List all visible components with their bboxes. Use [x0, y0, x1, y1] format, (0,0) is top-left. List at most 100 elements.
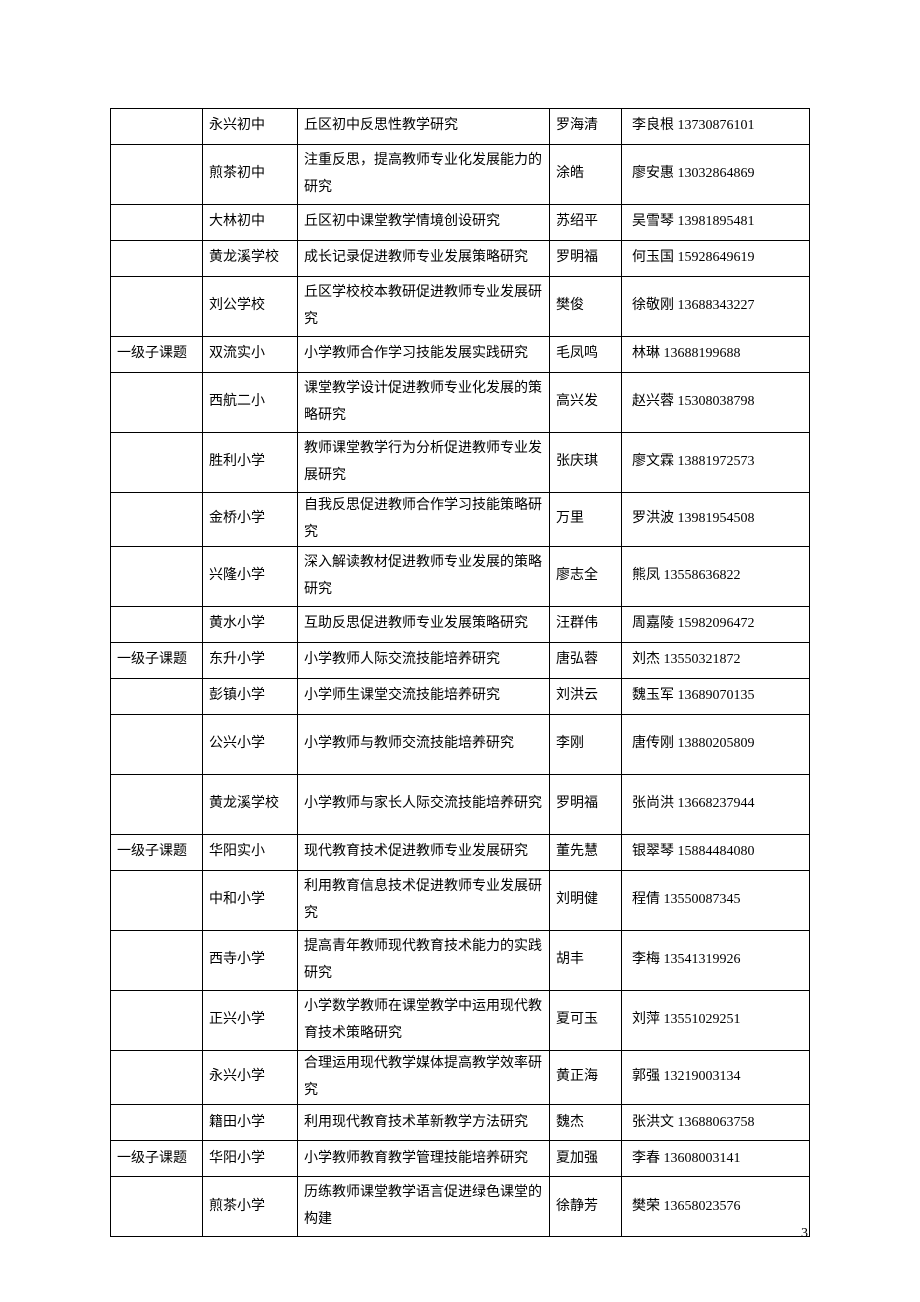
table-row: 黄龙溪学校小学教师与家长人际交流技能培养研究罗明福张尚洪 13668237944	[111, 775, 810, 835]
cell-school: 永兴小学	[203, 1051, 298, 1105]
cell-leader: 万里	[550, 493, 622, 547]
table-row: 永兴小学合理运用现代教学媒体提高教学效率研究黄正海郭强 13219003134	[111, 1051, 810, 1105]
table-row: 大林初中丘区初中课堂教学情境创设研究苏绍平吴雪琴 13981895481	[111, 205, 810, 241]
cell-topic: 现代教育技术促进教师专业发展研究	[298, 835, 550, 871]
cell-topic: 提高青年教师现代教育技术能力的实践研究	[298, 931, 550, 991]
cell-topic: 历练教师课堂教学语言促进绿色课堂的构建	[298, 1177, 550, 1237]
cell-leader: 汪群伟	[550, 607, 622, 643]
cell-leader: 刘明健	[550, 871, 622, 931]
table-row: 一级子课题华阳实小现代教育技术促进教师专业发展研究董先慧银翠琴 15884484…	[111, 835, 810, 871]
cell-school: 西寺小学	[203, 931, 298, 991]
cell-topic: 小学教师合作学习技能发展实践研究	[298, 337, 550, 373]
cell-leader: 魏杰	[550, 1105, 622, 1141]
cell-contact: 刘杰 13550321872	[622, 643, 810, 679]
cell-topic: 课堂教学设计促进教师专业化发展的策略研究	[298, 373, 550, 433]
cell-leader: 涂皓	[550, 145, 622, 205]
cell-topic: 成长记录促进教师专业发展策略研究	[298, 241, 550, 277]
cell-topic: 合理运用现代教学媒体提高教学效率研究	[298, 1051, 550, 1105]
cell-school: 彭镇小学	[203, 679, 298, 715]
cell-contact: 张尚洪 13668237944	[622, 775, 810, 835]
cell-school: 大林初中	[203, 205, 298, 241]
table-row: 胜利小学教师课堂教学行为分析促进教师专业发展研究张庆琪廖文霖 138819725…	[111, 433, 810, 493]
cell-leader: 夏可玉	[550, 991, 622, 1051]
cell-level: 一级子课题	[111, 643, 203, 679]
cell-leader: 苏绍平	[550, 205, 622, 241]
cell-topic: 注重反思，提高教师专业化发展能力的研究	[298, 145, 550, 205]
table-container: 永兴初中丘区初中反思性教学研究罗海清李良根 13730876101煎茶初中注重反…	[110, 108, 810, 1237]
cell-topic: 丘区初中课堂教学情境创设研究	[298, 205, 550, 241]
cell-level	[111, 775, 203, 835]
cell-topic: 利用教育信息技术促进教师专业发展研究	[298, 871, 550, 931]
table-row: 中和小学利用教育信息技术促进教师专业发展研究刘明健程倩 13550087345	[111, 871, 810, 931]
table-row: 一级子课题华阳小学小学教师教育教学管理技能培养研究夏加强李春 136080031…	[111, 1141, 810, 1177]
cell-school: 华阳小学	[203, 1141, 298, 1177]
cell-contact: 李春 13608003141	[622, 1141, 810, 1177]
cell-level	[111, 715, 203, 775]
page-number: 3	[801, 1226, 808, 1242]
cell-topic: 互助反思促进教师专业发展策略研究	[298, 607, 550, 643]
cell-topic: 利用现代教育技术革新教学方法研究	[298, 1105, 550, 1141]
cell-level	[111, 277, 203, 337]
cell-leader: 胡丰	[550, 931, 622, 991]
cell-leader: 黄正海	[550, 1051, 622, 1105]
cell-level	[111, 205, 203, 241]
cell-contact: 何玉国 15928649619	[622, 241, 810, 277]
cell-level	[111, 433, 203, 493]
cell-school: 华阳实小	[203, 835, 298, 871]
cell-school: 煎茶初中	[203, 145, 298, 205]
cell-contact: 刘萍 13551029251	[622, 991, 810, 1051]
cell-leader: 罗明福	[550, 775, 622, 835]
cell-leader: 罗海清	[550, 109, 622, 145]
cell-contact: 樊荣 13658023576	[622, 1177, 810, 1237]
cell-school: 双流实小	[203, 337, 298, 373]
cell-leader: 夏加强	[550, 1141, 622, 1177]
cell-topic: 自我反思促进教师合作学习技能策略研究	[298, 493, 550, 547]
table-row: 黄龙溪学校成长记录促进教师专业发展策略研究罗明福何玉国 15928649619	[111, 241, 810, 277]
cell-leader: 刘洪云	[550, 679, 622, 715]
cell-school: 金桥小学	[203, 493, 298, 547]
cell-topic: 小学教师教育教学管理技能培养研究	[298, 1141, 550, 1177]
cell-contact: 魏玉军 13689070135	[622, 679, 810, 715]
cell-school: 公兴小学	[203, 715, 298, 775]
cell-topic: 小学师生课堂交流技能培养研究	[298, 679, 550, 715]
cell-level	[111, 931, 203, 991]
cell-contact: 林琳 13688199688	[622, 337, 810, 373]
cell-contact: 李良根 13730876101	[622, 109, 810, 145]
cell-level	[111, 1105, 203, 1141]
cell-school: 正兴小学	[203, 991, 298, 1051]
cell-leader: 毛凤鸣	[550, 337, 622, 373]
cell-leader: 董先慧	[550, 835, 622, 871]
cell-school: 黄龙溪学校	[203, 241, 298, 277]
cell-school: 西航二小	[203, 373, 298, 433]
cell-level	[111, 109, 203, 145]
cell-school: 兴隆小学	[203, 547, 298, 607]
cell-leader: 唐弘蓉	[550, 643, 622, 679]
cell-school: 东升小学	[203, 643, 298, 679]
cell-contact: 徐敬刚 13688343227	[622, 277, 810, 337]
table-row: 金桥小学自我反思促进教师合作学习技能策略研究万里罗洪波 13981954508	[111, 493, 810, 547]
cell-topic: 丘区学校校本教研促进教师专业发展研究	[298, 277, 550, 337]
cell-leader: 罗明福	[550, 241, 622, 277]
cell-school: 永兴初中	[203, 109, 298, 145]
cell-contact: 程倩 13550087345	[622, 871, 810, 931]
cell-leader: 张庆琪	[550, 433, 622, 493]
cell-school: 刘公学校	[203, 277, 298, 337]
cell-level	[111, 991, 203, 1051]
cell-school: 中和小学	[203, 871, 298, 931]
table-row: 黄水小学互助反思促进教师专业发展策略研究汪群伟周嘉陵 15982096472	[111, 607, 810, 643]
cell-level	[111, 547, 203, 607]
cell-contact: 郭强 13219003134	[622, 1051, 810, 1105]
table-row: 公兴小学小学教师与教师交流技能培养研究李刚唐传刚 13880205809	[111, 715, 810, 775]
cell-level	[111, 373, 203, 433]
cell-school: 黄龙溪学校	[203, 775, 298, 835]
table-row: 籍田小学利用现代教育技术革新教学方法研究魏杰张洪文 13688063758	[111, 1105, 810, 1141]
cell-topic: 小学教师与教师交流技能培养研究	[298, 715, 550, 775]
cell-contact: 唐传刚 13880205809	[622, 715, 810, 775]
cell-level	[111, 241, 203, 277]
cell-level	[111, 607, 203, 643]
cell-level: 一级子课题	[111, 1141, 203, 1177]
table-row: 煎茶小学历练教师课堂教学语言促进绿色课堂的构建徐静芳樊荣 13658023576	[111, 1177, 810, 1237]
cell-level	[111, 679, 203, 715]
data-table: 永兴初中丘区初中反思性教学研究罗海清李良根 13730876101煎茶初中注重反…	[110, 108, 810, 1237]
cell-topic: 小学数学教师在课堂教学中运用现代教育技术策略研究	[298, 991, 550, 1051]
